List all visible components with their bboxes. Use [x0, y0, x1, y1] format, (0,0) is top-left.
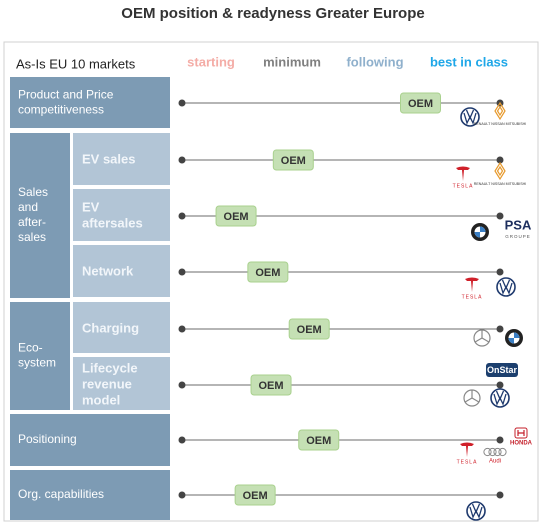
row-label: Positioning [18, 432, 77, 446]
row-box [10, 470, 170, 520]
row-box [10, 77, 170, 128]
scale-label: best in class [430, 54, 508, 69]
logo-vw [469, 503, 483, 519]
logo-vw [463, 109, 477, 125]
oem-marker [298, 429, 340, 451]
scale-label: starting [187, 54, 235, 69]
oem-label: OEM [259, 380, 284, 392]
sub-row-label: EV [82, 199, 100, 214]
scale-end [496, 381, 504, 389]
logo-audi [493, 447, 502, 457]
group-label: system [18, 356, 56, 370]
group-label: sales [18, 230, 46, 244]
logo-renault [494, 101, 506, 121]
logo-vw [493, 390, 507, 406]
oem-label: OEM [255, 267, 280, 279]
scale-end [496, 268, 504, 276]
scale-end [496, 212, 504, 220]
logo-text: PSA [505, 217, 532, 232]
oem-marker [250, 374, 292, 396]
scale-end [178, 436, 186, 444]
sub-row-label: aftersales [82, 215, 143, 230]
scale-end [178, 268, 186, 276]
oem-label: OEM [306, 435, 331, 447]
title: OEM position & readyness Greater Europe [121, 5, 424, 22]
sub-row-label: revenue [82, 376, 132, 391]
logo-text: Audi [489, 459, 501, 465]
scale-end [178, 156, 186, 164]
logo-text: HONDA [510, 441, 533, 447]
logo-onstar [486, 363, 518, 377]
oem-label: OEM [408, 98, 433, 110]
oem-marker [247, 261, 289, 283]
scale-end [496, 325, 504, 333]
logo-renault [494, 161, 506, 181]
scale-end [178, 491, 186, 499]
oem-marker [215, 205, 257, 227]
header-label: As-Is EU 10 markets [16, 56, 136, 71]
sub-row-box [73, 357, 170, 410]
logo-honda [517, 430, 525, 436]
group-box [10, 302, 70, 410]
row-label: competitiveness [18, 103, 104, 117]
logo-mercedes [474, 330, 490, 343]
group-box [10, 133, 70, 298]
oem-label: OEM [297, 324, 322, 336]
logo-text: TESLA [453, 183, 474, 189]
sub-row-box [73, 302, 170, 353]
logo-bmw [508, 332, 520, 344]
scale-end [178, 325, 186, 333]
group-label: Eco- [18, 341, 43, 355]
oem-label: OEM [224, 211, 249, 223]
logo-text: RENAULT NISSAN MITSUBISHI [474, 182, 526, 186]
oem-marker [400, 92, 441, 114]
sub-row-label: Network [82, 263, 134, 278]
row-label: Org. capabilities [18, 487, 104, 501]
group-label: after- [18, 215, 46, 229]
logo-audi [483, 447, 492, 457]
group-label: and [18, 200, 38, 214]
frame [3, 41, 539, 522]
logo-text: TESLA [462, 294, 483, 300]
row-label: Product and Price [18, 88, 114, 102]
scale-label: following [346, 54, 403, 69]
scale-end [178, 212, 186, 220]
logo-text: GROUPE [505, 234, 531, 239]
logo-audi [488, 447, 497, 457]
logo-text: RENAULT NISSAN MITSUBISHI [474, 122, 526, 126]
oem-marker [272, 149, 314, 171]
oem-label: OEM [243, 490, 268, 502]
logo-tesla [460, 442, 474, 457]
logo-tesla [456, 166, 470, 181]
sub-row-box [73, 245, 170, 297]
sub-row-box [73, 133, 170, 185]
oem-marker [234, 484, 276, 506]
scale-label: minimum [263, 54, 321, 69]
group-label: Sales [18, 185, 48, 199]
row-box [10, 414, 170, 466]
scale-end [496, 156, 504, 164]
logo-tesla [465, 277, 479, 292]
scale-end [178, 99, 186, 107]
sub-row-label: Lifecycle [82, 360, 138, 375]
sub-row-label: EV sales [82, 151, 136, 166]
oem-marker [288, 318, 330, 340]
sub-row-label: model [82, 392, 120, 407]
logo-bmw [474, 226, 486, 238]
scale-end [496, 436, 504, 444]
oem-label: OEM [281, 155, 306, 167]
logo-text: OnStar [487, 365, 518, 375]
logo-audi [498, 447, 507, 457]
scale-end [178, 381, 186, 389]
logo-text: TESLA [457, 459, 478, 465]
scale-end [496, 491, 504, 499]
sub-row-box [73, 189, 170, 241]
logo-vw [499, 279, 513, 295]
logo-honda [514, 427, 528, 439]
sub-row-label: Charging [82, 320, 139, 335]
logo-mercedes [464, 390, 480, 403]
